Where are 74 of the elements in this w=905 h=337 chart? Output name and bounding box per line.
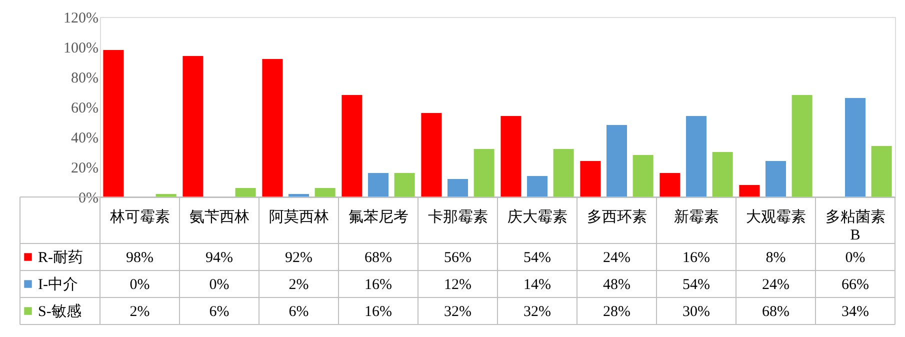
data-label: 24% [603,250,630,266]
data-label: 66% [842,277,869,293]
bar [314,188,336,197]
bar [765,161,786,197]
bar [262,59,283,197]
data-label: 2% [288,277,309,293]
data-label: 12% [444,277,472,293]
bar [844,98,866,197]
data-label: 98% [126,250,154,266]
data-label: 16% [364,277,392,293]
x-tick-label: 氨苄西林 [189,208,250,226]
x-tick-label: 氟苯尼考 [348,208,408,226]
x-tick-label: 大观霉素 [746,208,806,226]
bar [632,155,654,197]
data-label: 94% [206,250,233,266]
data-label: 34% [842,304,869,320]
data-label: 0% [130,277,150,293]
x-tick-label: 林可霉素 [108,208,170,226]
bar [182,56,204,197]
data-label: 16% [364,304,392,320]
data-label: 2% [130,304,150,320]
bar [871,146,892,197]
y-tick-label: 120% [64,10,98,26]
data-label: 0% [209,277,230,293]
bar [553,149,574,197]
bar [421,113,442,197]
legend-label: R-耐药 [38,249,83,266]
bar [500,116,522,197]
legend-label: S-敏感 [38,303,82,320]
x-tick-label: 多粘菌素B [825,208,886,244]
data-label: 28% [603,304,630,320]
data-label: 68% [762,304,790,320]
x-tick-label: 庆大霉素 [507,208,568,226]
x-tick-label: 新霉素 [674,208,719,226]
y-tick-label: 60% [71,100,98,116]
legend-label: I-中介 [38,276,78,293]
y-tick-label: 20% [71,160,98,176]
data-label: 30% [682,304,710,320]
x-tick-label: 卡那霉素 [428,208,488,226]
bar [474,149,494,197]
data-label: 92% [285,250,312,266]
data-label: 8% [766,250,786,266]
bar [447,179,468,197]
bar [103,50,124,197]
data-label: 0% [845,250,866,266]
bar [526,176,548,197]
data-label: 54% [524,250,551,266]
data-label: 6% [288,304,309,320]
bar [712,152,733,197]
data-label: 32% [444,304,472,320]
bar [342,95,362,197]
data-label: 14% [524,277,551,293]
bar [606,125,628,197]
x-tick-label: 阿莫西林 [268,208,329,226]
bar [394,173,415,197]
bar [739,185,760,197]
y-tick-label: 80% [71,70,98,86]
data-label: 54% [682,277,710,293]
bar [660,173,680,197]
bar [235,188,256,197]
x-tick-label: 多西环素 [586,208,647,226]
bar [580,161,601,197]
data-label: 6% [209,304,230,320]
data-label: 56% [444,250,472,266]
data-label: 24% [762,277,790,293]
data-label: 68% [364,250,392,266]
bar [686,116,707,197]
bar [368,173,389,197]
y-tick-label: 100% [64,40,98,56]
data-label: 32% [524,304,551,320]
bar [792,95,812,197]
y-tick-label: 40% [71,130,98,146]
data-label: 48% [603,277,630,293]
data-label: 16% [682,250,710,266]
